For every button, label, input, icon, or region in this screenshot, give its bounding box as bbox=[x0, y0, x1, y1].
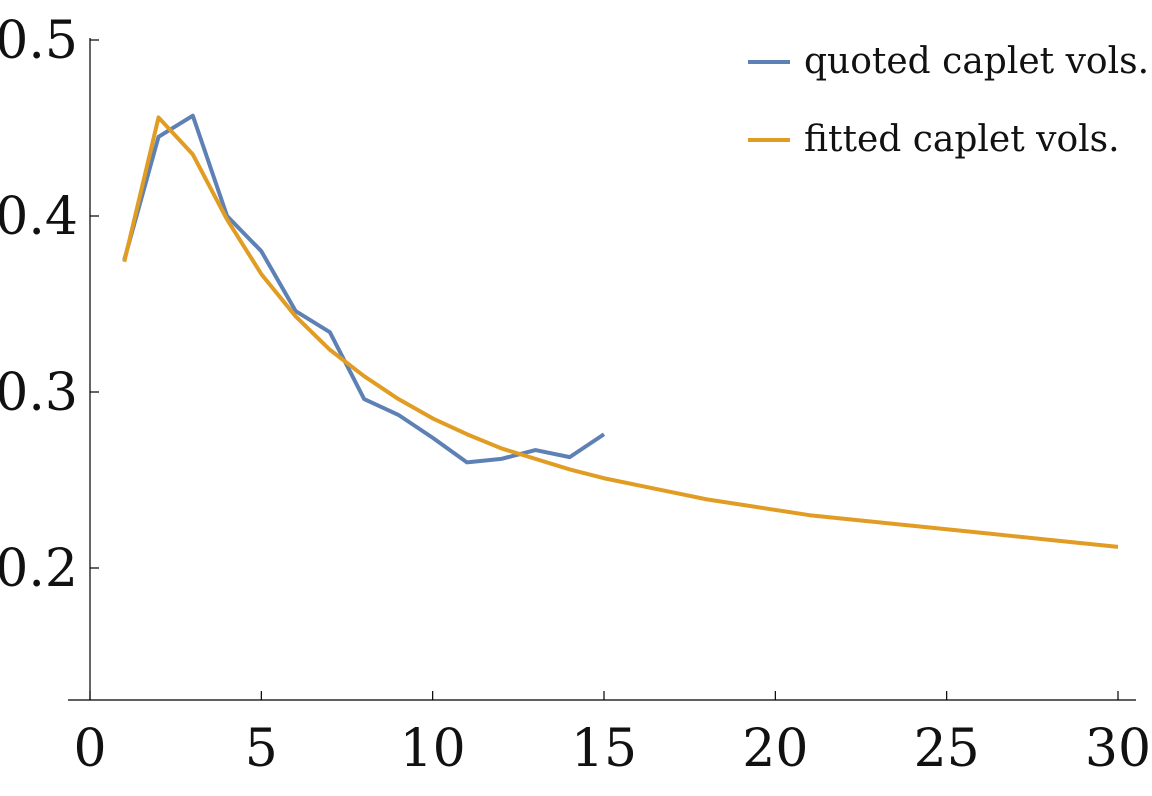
series-line-0 bbox=[122, 113, 606, 465]
x-tick-label: 0 bbox=[73, 719, 106, 779]
legend: quoted caplet vols. fitted caplet vols. bbox=[748, 41, 1149, 160]
x-tick-label: 20 bbox=[742, 719, 808, 779]
x-tick-label: 5 bbox=[245, 719, 278, 779]
axes: 0 5 10 15 20 25 30 0.2 0.3 0.4 0.5 bbox=[0, 11, 1151, 779]
legend-label-1: fitted caplet vols. bbox=[804, 119, 1120, 160]
x-tick-label: 10 bbox=[400, 719, 466, 779]
y-tick-label: 0.2 bbox=[0, 539, 78, 599]
y-tick-label: 0.5 bbox=[0, 11, 78, 71]
x-tick-label: 25 bbox=[914, 719, 980, 779]
x-tick-label: 15 bbox=[571, 719, 637, 779]
x-tick-label: 30 bbox=[1085, 719, 1151, 779]
legend-label-0: quoted caplet vols. bbox=[804, 41, 1149, 82]
series-lines bbox=[122, 113, 1119, 549]
series-line-1 bbox=[122, 115, 1119, 549]
y-tick-label: 0.4 bbox=[0, 187, 78, 247]
y-tick-label: 0.3 bbox=[0, 363, 78, 423]
